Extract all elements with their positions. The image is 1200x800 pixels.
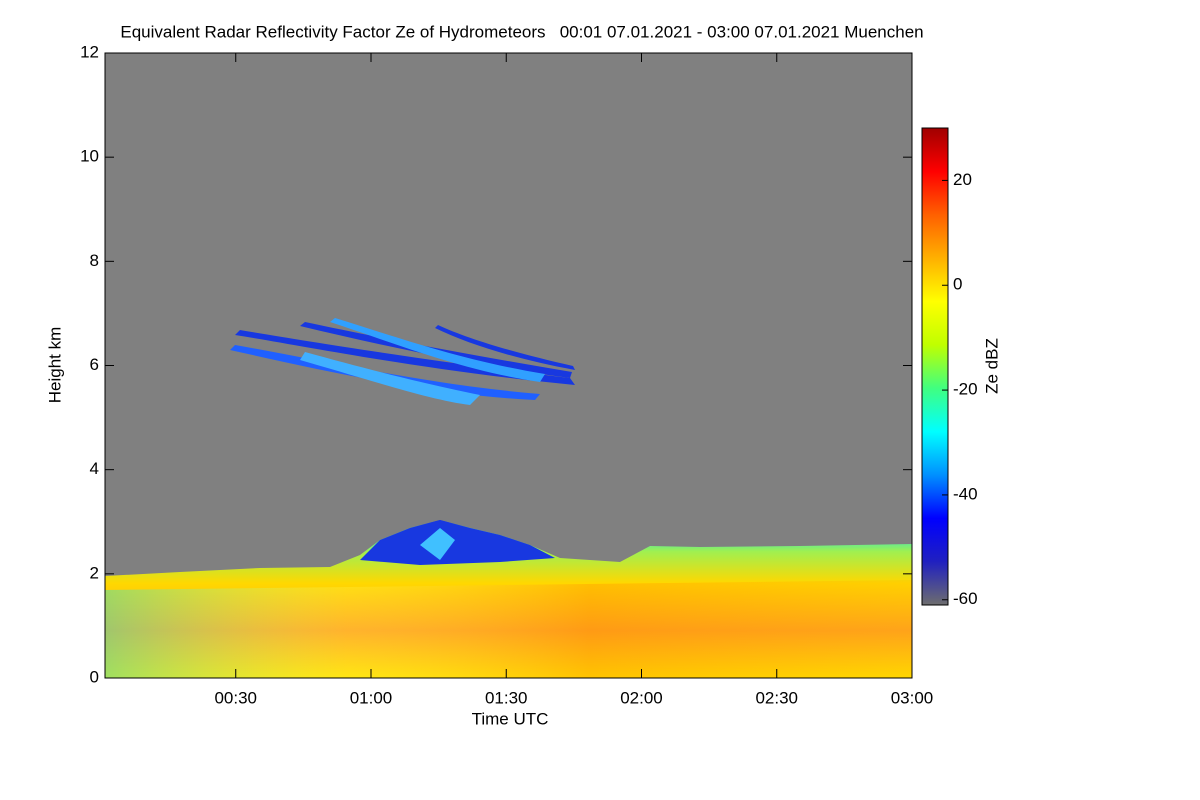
colorbar-tick-label: -40 xyxy=(953,484,978,503)
colorbar-tick-label: 20 xyxy=(953,170,972,189)
x-tick-label: 02:00 xyxy=(620,688,663,707)
y-tick-label: 4 xyxy=(90,459,99,478)
y-axis-label: Height km xyxy=(45,327,64,404)
x-axis-label: Time UTC xyxy=(472,709,549,728)
y-tick-label: 2 xyxy=(90,563,99,582)
colorbar-tick-label: -20 xyxy=(953,380,978,399)
y-tick-label: 0 xyxy=(90,667,99,686)
x-tick-label: 02:30 xyxy=(755,688,798,707)
y-tick-label: 12 xyxy=(80,42,99,61)
y-tick-label: 8 xyxy=(90,251,99,270)
colorbar-tick-label: -60 xyxy=(953,589,978,608)
colorbar-label: Ze dBZ xyxy=(982,338,1001,394)
colorbar-tick-label: 0 xyxy=(953,275,962,294)
y-tick-label: 10 xyxy=(80,147,99,166)
reflectivity-field xyxy=(105,318,912,678)
colorbar xyxy=(921,127,949,606)
x-tick-label: 01:30 xyxy=(485,688,528,707)
x-tick-label: 00:30 xyxy=(214,688,257,707)
x-tick-label: 03:00 xyxy=(891,688,934,707)
y-tick-label: 6 xyxy=(90,355,99,374)
x-tick-label: 01:00 xyxy=(350,688,393,707)
chart-title: Equivalent Radar Reflectivity Factor Ze … xyxy=(120,22,923,41)
